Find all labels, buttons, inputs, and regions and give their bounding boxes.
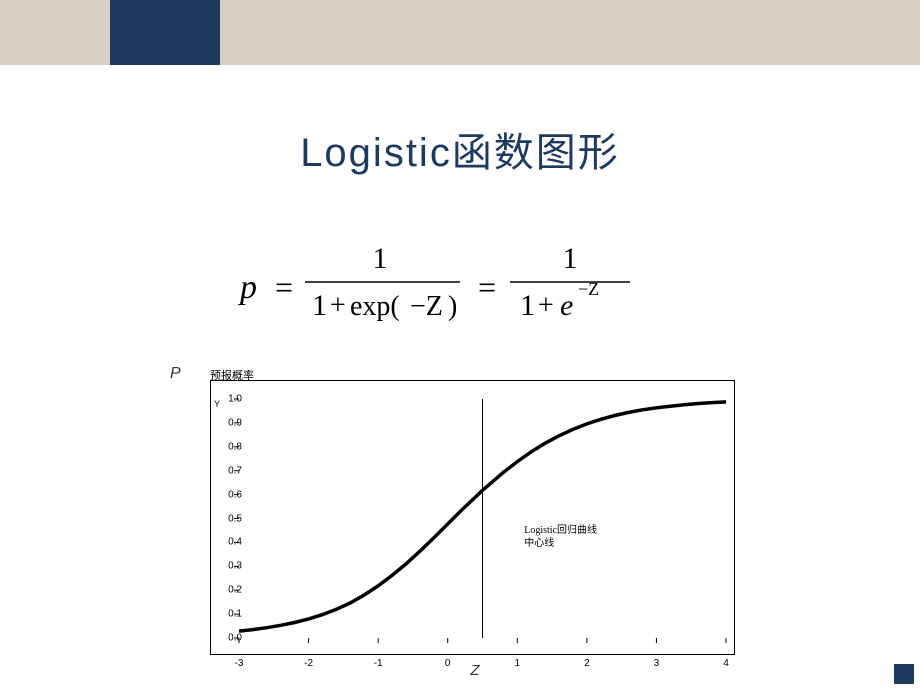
- logistic-chart: P 预报概率 Y 0.00.10.20.30.40.50.60.70.80.91…: [175, 365, 745, 685]
- plot-area: Y 0.00.10.20.30.40.50.60.70.80.91.0 -3-2…: [210, 380, 735, 655]
- ytick-label: 0.1: [218, 609, 242, 620]
- formula-f1-den-arg: −Z: [410, 291, 443, 322]
- formula-eq2: =: [478, 269, 496, 305]
- formula-f1-den-plus: +: [330, 290, 346, 321]
- slide-title: Logistic函数图形: [0, 120, 920, 178]
- formula-svg: p = 1 1 + exp( −Z ) = 1 1 + e −Z: [200, 240, 720, 340]
- slide-top-bar: [0, 0, 920, 65]
- top-bar-seg-2: [110, 0, 220, 65]
- formula-f1-den-1: 1: [312, 289, 327, 322]
- plot-svg: [211, 381, 736, 656]
- formula-f2-num: 1: [563, 242, 578, 275]
- annotation-line2: 中心线: [524, 538, 554, 549]
- formula-f2-den-1: 1: [520, 289, 535, 322]
- formula-f1-den-close: ): [448, 291, 457, 322]
- logistic-formula: p = 1 1 + exp( −Z ) = 1 1 + e −Z: [0, 240, 920, 345]
- xtick-label: 0: [445, 658, 451, 669]
- formula-lhs: p: [238, 269, 257, 306]
- corner-decoration: [894, 664, 914, 684]
- annotation-line1: Logistic回归曲线: [524, 525, 597, 536]
- ytick-label: 0.8: [218, 441, 242, 452]
- chart-annotation: Logistic回归曲线 中心线: [524, 524, 597, 550]
- x-axis-outer-label: Z: [470, 662, 479, 679]
- ytick-label: 0.4: [218, 537, 242, 548]
- xtick-label: -1: [374, 658, 383, 669]
- xtick-label: 1: [515, 658, 521, 669]
- ytick-label: 1.0: [218, 394, 242, 405]
- y-axis-outer-label: P: [170, 365, 181, 383]
- ytick-label: 0.9: [218, 417, 242, 428]
- formula-f1-num: 1: [373, 242, 388, 275]
- ytick-label: 0.2: [218, 585, 242, 596]
- xtick-label: 4: [723, 658, 729, 669]
- ytick-label: 0.6: [218, 489, 242, 500]
- formula-f2-den-sup: −Z: [578, 279, 599, 299]
- ytick-label: 0.5: [218, 513, 242, 524]
- formula-f2-den-plus: +: [538, 290, 554, 321]
- xtick-label: 2: [584, 658, 590, 669]
- formula-f1-den-exp: exp(: [350, 291, 400, 322]
- top-bar-seg-1: [0, 0, 110, 65]
- ytick-label: 0.7: [218, 465, 242, 476]
- xtick-label: -2: [304, 658, 313, 669]
- ytick-label: 0.3: [218, 561, 242, 572]
- xtick-label: 3: [654, 658, 660, 669]
- xtick-label: -3: [235, 658, 244, 669]
- formula-eq1: =: [275, 269, 293, 305]
- top-bar-seg-3: [220, 0, 920, 65]
- ytick-label: 0.0: [218, 633, 242, 644]
- formula-f2-den-e: e: [560, 289, 573, 322]
